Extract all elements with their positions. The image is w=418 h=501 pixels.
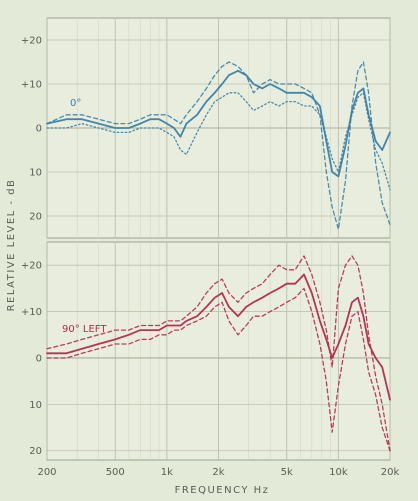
series-line-solid <box>46 273 391 401</box>
y-tick-label: +20 <box>21 36 42 47</box>
y-tick-label: 20 <box>29 212 42 223</box>
x-axis-title: FREQUENCY Hz <box>175 485 270 496</box>
series-line-dashed <box>46 255 391 452</box>
x-tick-label: 500 <box>106 467 125 478</box>
y-tick-label: 20 <box>29 446 42 457</box>
y-tick-label: +10 <box>21 80 42 91</box>
series-annotation: 0° <box>70 98 81 109</box>
series-line-dashed <box>46 61 391 230</box>
y-tick-label: 10 <box>29 400 42 411</box>
x-tick-label: 200 <box>37 467 56 478</box>
panel-0-deg: +20 +10 0 10 20 0° <box>21 17 391 239</box>
x-tick-label: 10k <box>329 467 348 478</box>
y-tick-label: 10 <box>29 168 42 179</box>
y-tick-label: +20 <box>21 261 42 272</box>
y-axis-title: RELATIVE LEVEL - dB <box>6 179 17 312</box>
series-line-dashed <box>46 287 391 452</box>
y-tick-label: 0 <box>36 353 42 364</box>
x-tick-label: 1k <box>161 467 173 478</box>
x-tick-label: 5k <box>281 467 293 478</box>
x-tick-label: 2k <box>212 467 224 478</box>
y-tick-label: 0 <box>36 124 42 135</box>
series-annotation: 90° LEFT <box>62 324 107 335</box>
panel-90-left: +20 +10 0 10 20 90° LEFT 200 500 1k 2k 5k 10k 20k <box>21 241 400 478</box>
x-tick-label: 20k <box>381 467 400 478</box>
series-line-dotted <box>46 92 391 191</box>
y-tick-label: +10 <box>21 307 42 318</box>
